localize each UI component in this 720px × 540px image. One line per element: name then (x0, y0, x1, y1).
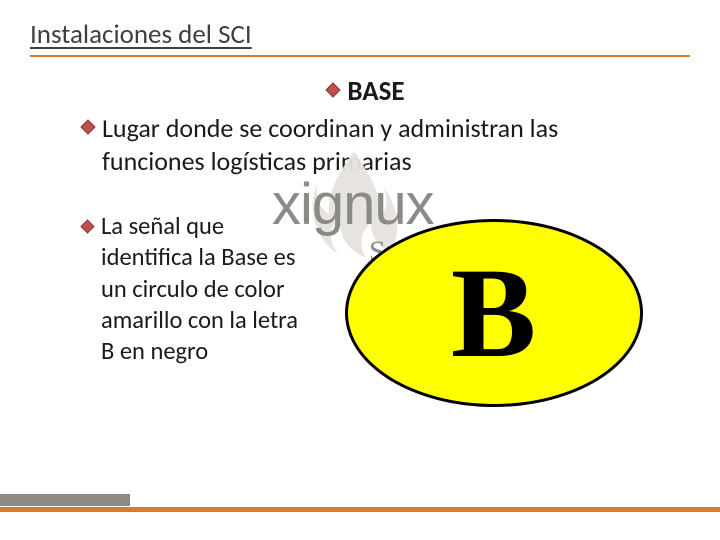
heading-row: BASE (80, 75, 650, 108)
base-badge: B (345, 219, 643, 407)
diamond-bullet-icon (80, 119, 96, 135)
footer-bar (0, 502, 720, 512)
watermark-text: xignux (272, 171, 434, 238)
footer-orange-line (0, 507, 720, 512)
content-area: BASE Lugar donde se coordinan y administ… (30, 57, 690, 407)
right-column: xignux Sa B (327, 211, 650, 407)
lower-row: La señal que identifica la Base es un ci… (80, 211, 650, 407)
footer-gray-block (0, 494, 130, 506)
diamond-bullet-icon (80, 219, 95, 234)
badge-letter: B (451, 249, 536, 377)
diamond-bullet-icon (325, 82, 341, 98)
left-column: La señal que identifica la Base es un ci… (80, 211, 315, 407)
section-heading: BASE (347, 75, 404, 108)
slide: Instalaciones del SCI BASE Lugar donde s… (0, 0, 720, 540)
slide-title: Instalaciones del SCI (30, 18, 690, 57)
